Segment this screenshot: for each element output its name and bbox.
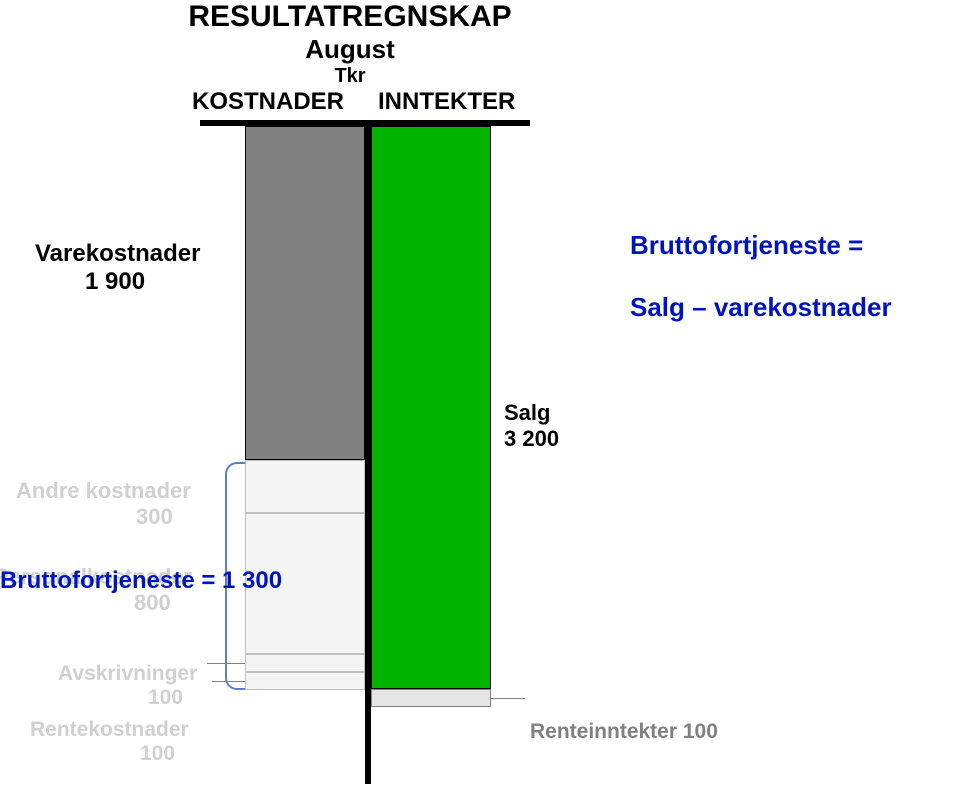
tick-renteinntekter	[491, 698, 525, 699]
title-unit: Tkr	[150, 65, 550, 88]
label-andre-l1: Andre kostnader	[16, 478, 191, 503]
bar-andre-kostnader	[245, 460, 365, 513]
brutto-line1: Bruttofortjeneste =	[630, 230, 863, 260]
bar-varekostnader	[245, 126, 365, 460]
label-avskr-l2: 100	[58, 686, 183, 709]
title-sub: August	[150, 34, 550, 65]
label-salg-l1: Salg	[504, 400, 550, 425]
label-avskrivninger: Avskrivninger 100	[58, 662, 197, 710]
label-rentekostnader: Rentekostnader 100	[30, 718, 189, 766]
label-rentek-l2: 100	[30, 742, 175, 765]
bar-avskrivninger	[245, 654, 365, 672]
bar-renteinntekter	[371, 689, 491, 707]
title-main: RESULTATREGNSKAP	[150, 0, 550, 34]
label-andre-l2: 300	[16, 504, 173, 529]
bar-rentekostnader	[245, 672, 365, 690]
title-block: RESULTATREGNSKAP August Tkr	[150, 0, 550, 88]
brutto-line2: Salg – varekostnader	[630, 292, 892, 322]
label-andre-kostnader: Andre kostnader 300	[16, 478, 191, 530]
label-avskr-l1: Avskrivninger	[58, 662, 197, 685]
label-salg: Salg 3 200	[504, 400, 559, 452]
col-header-kostnader: KOSTNADER	[192, 88, 344, 116]
tick-avskrivninger	[207, 663, 245, 664]
label-rentei-text: Renteinntekter 100	[530, 720, 718, 743]
col-header-inntekter: INNTEKTER	[378, 88, 515, 116]
label-varekostnader: Varekostnader 1 900	[35, 240, 200, 296]
label-varekostnader-l1: Varekostnader	[35, 240, 200, 267]
tick-rentekostnader	[212, 681, 245, 682]
brutto-overlay-text: Bruttofortjeneste = 1 300	[0, 567, 282, 594]
annotation-brutto-value: Bruttofortjeneste = 1 300	[0, 567, 282, 595]
label-salg-l2: 3 200	[504, 426, 559, 451]
annotation-bruttofortjeneste: Bruttofortjeneste = Salg – varekostnader	[630, 230, 892, 323]
label-renteinntekter: Renteinntekter 100	[530, 720, 718, 744]
label-varekostnader-l2: 1 900	[35, 268, 145, 295]
label-rentek-l1: Rentekostnader	[30, 718, 189, 741]
bar-salg	[371, 126, 491, 689]
